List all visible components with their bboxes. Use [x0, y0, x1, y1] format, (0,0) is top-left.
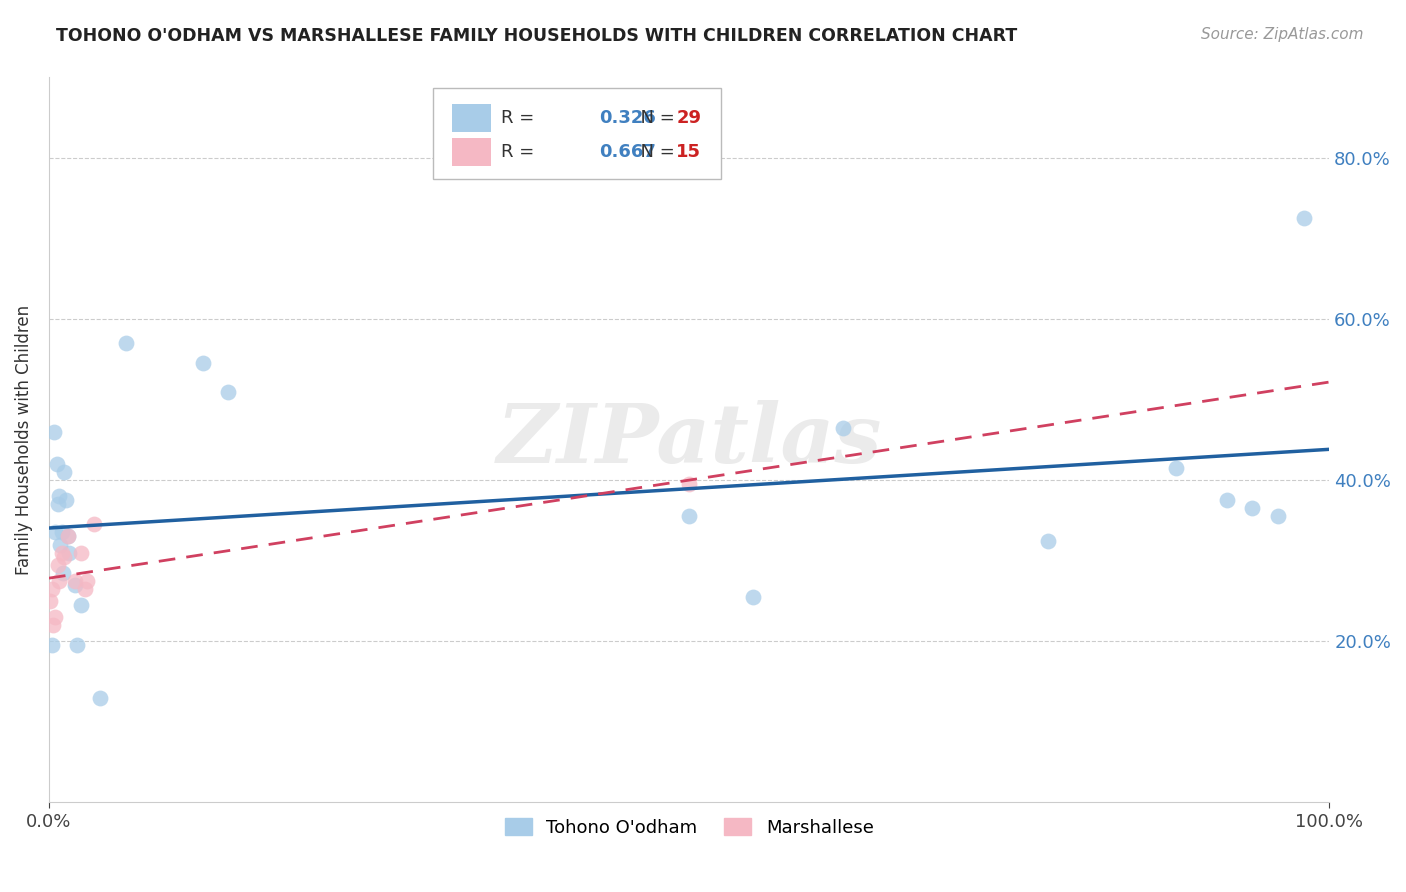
Text: N =: N = — [628, 109, 681, 127]
Point — [1036, 533, 1059, 548]
Point — [114, 336, 136, 351]
Point — [45, 457, 67, 471]
FancyBboxPatch shape — [433, 88, 721, 179]
Point — [1292, 211, 1315, 226]
Point — [63, 578, 86, 592]
Point — [52, 566, 75, 580]
Point — [42, 425, 65, 439]
Point — [46, 558, 69, 572]
Point — [191, 356, 214, 370]
Point — [44, 610, 66, 624]
Point — [58, 546, 80, 560]
Point — [51, 546, 73, 560]
Text: N =: N = — [628, 143, 681, 161]
Text: Source: ZipAtlas.com: Source: ZipAtlas.com — [1201, 27, 1364, 42]
Text: TOHONO O'ODHAM VS MARSHALLESE FAMILY HOUSEHOLDS WITH CHILDREN CORRELATION CHART: TOHONO O'ODHAM VS MARSHALLESE FAMILY HOU… — [56, 27, 1018, 45]
Point — [66, 638, 89, 652]
Text: ZIPatlas: ZIPatlas — [496, 400, 882, 480]
Point — [39, 594, 62, 608]
Point — [48, 574, 70, 588]
Point — [44, 525, 66, 540]
Point — [1267, 509, 1289, 524]
Point — [56, 529, 79, 543]
Point — [70, 598, 93, 612]
Bar — [453, 138, 491, 166]
Point — [831, 421, 853, 435]
Point — [49, 537, 72, 551]
Point — [53, 465, 76, 479]
Y-axis label: Family Households with Children: Family Households with Children — [15, 305, 32, 575]
Point — [56, 529, 79, 543]
Point — [678, 477, 700, 491]
Point — [46, 497, 69, 511]
Point — [1241, 501, 1264, 516]
Point — [70, 546, 93, 560]
Point — [42, 618, 65, 632]
Text: 29: 29 — [676, 109, 702, 127]
Text: 0.667: 0.667 — [599, 143, 657, 161]
Text: R =: R = — [501, 109, 540, 127]
Bar — [453, 104, 491, 132]
Point — [55, 493, 77, 508]
Text: R =: R = — [501, 143, 540, 161]
Point — [51, 525, 73, 540]
Point — [48, 489, 70, 503]
Point — [89, 690, 111, 705]
Point — [41, 638, 63, 652]
Text: 0.326: 0.326 — [599, 109, 657, 127]
Point — [217, 384, 239, 399]
Legend: Tohono O'odham, Marshallese: Tohono O'odham, Marshallese — [498, 811, 882, 844]
Point — [41, 582, 63, 596]
Point — [76, 574, 98, 588]
Point — [1164, 461, 1187, 475]
Text: 15: 15 — [676, 143, 702, 161]
Point — [742, 590, 765, 604]
Point — [1216, 493, 1239, 508]
Point — [73, 582, 96, 596]
Point — [83, 517, 105, 532]
Point — [63, 574, 86, 588]
Point — [53, 549, 76, 564]
Point — [678, 509, 700, 524]
